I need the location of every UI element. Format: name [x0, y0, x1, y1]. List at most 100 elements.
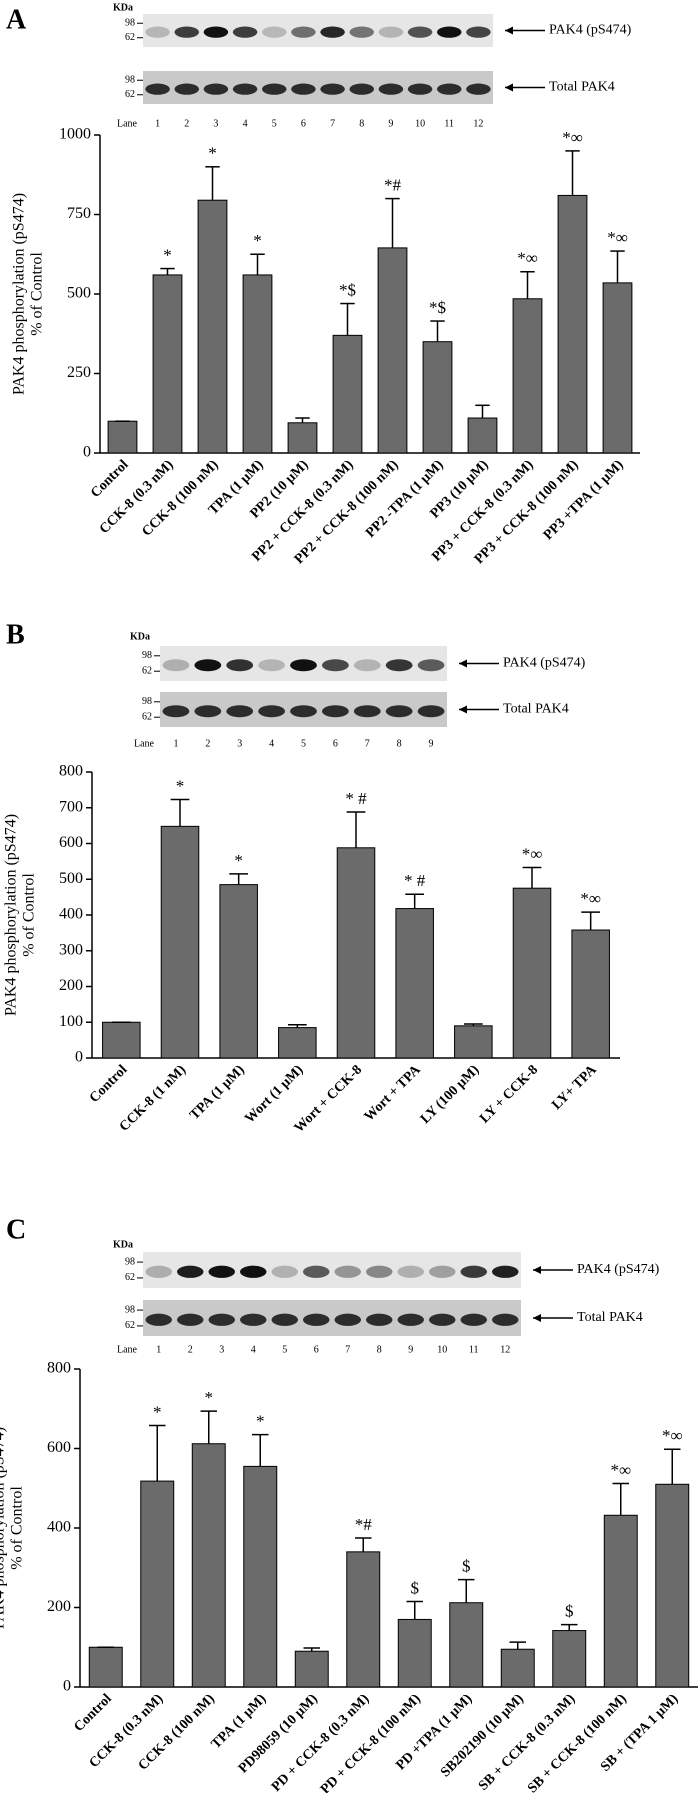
x-tick-label: LY+ TPA	[549, 1062, 600, 1113]
bar	[88, 1646, 123, 1688]
bar	[571, 929, 610, 1059]
arrow-head	[505, 83, 513, 92]
bar	[243, 1465, 278, 1688]
significance: *∞	[607, 228, 628, 247]
blot-band	[321, 659, 349, 672]
bar	[395, 908, 434, 1059]
significance: *∞	[580, 889, 601, 908]
y-tick-label: 200	[47, 1598, 71, 1615]
blot-band	[437, 26, 462, 38]
blot-band	[240, 1313, 267, 1326]
blot-band	[378, 83, 404, 95]
lane-number: 6	[314, 1344, 319, 1355]
x-tick-label: Control	[87, 1062, 131, 1106]
bar	[467, 417, 498, 454]
lane-number: 3	[219, 1344, 224, 1355]
blot-band	[208, 1265, 235, 1278]
y-tick-label: 200	[59, 977, 83, 994]
lane-number: 8	[359, 118, 364, 129]
y-tick-label: 250	[67, 364, 91, 381]
blot-band	[492, 1265, 519, 1278]
lane-number: 12	[473, 118, 483, 129]
blot-band	[437, 83, 462, 95]
blot-band	[145, 1313, 172, 1326]
lane-number: 3	[237, 738, 242, 749]
y-axis-label: PAK4 phosphorylation (pS474)	[0, 1427, 8, 1629]
blot-band	[194, 705, 222, 718]
blot-band	[226, 705, 254, 718]
blot-band	[194, 659, 222, 672]
bar	[152, 274, 183, 454]
bar	[332, 334, 363, 454]
blot-band	[177, 1313, 204, 1326]
x-tick-label: PD + CCK-8 (0.3 nM)	[269, 1691, 373, 1793]
lane-number: 8	[397, 738, 402, 749]
blot-band	[258, 659, 286, 672]
blot-band	[145, 83, 170, 95]
x-tick-label: PP3 +TPA (1 μM)	[541, 457, 627, 543]
bar	[346, 1551, 381, 1688]
blot-band	[240, 1265, 267, 1278]
significance: *	[253, 231, 262, 250]
blot-band	[366, 1313, 393, 1326]
y-tick-label: 800	[59, 763, 83, 780]
blot-band	[203, 26, 229, 38]
y-tick-label: 0	[63, 1678, 71, 1695]
blot-band	[232, 83, 258, 95]
blot-marker: 62	[125, 32, 135, 43]
arrow-head	[533, 1266, 541, 1274]
bar	[602, 282, 633, 454]
blot-band	[174, 26, 199, 38]
blot-band	[321, 705, 349, 718]
lane-number: 10	[437, 1344, 447, 1355]
significance: *#	[384, 176, 402, 195]
blot-band	[290, 659, 317, 672]
significance: *	[163, 245, 172, 264]
bar	[512, 298, 543, 454]
blot-marker: 98	[125, 1304, 135, 1315]
bar	[422, 341, 453, 454]
significance: *	[153, 1402, 162, 1421]
blot-band	[349, 83, 374, 95]
blot-band	[320, 83, 345, 95]
x-tick-label: Wort (1 μM)	[242, 1062, 306, 1126]
lane-number: 7	[330, 118, 335, 129]
significance: $	[462, 1557, 471, 1576]
y-axis-label: PAK4 phosphorylation (pS474)	[11, 193, 28, 395]
y-tick-label: 800	[47, 1360, 71, 1377]
significance: *#	[355, 1515, 373, 1534]
lane-number: 1	[156, 1344, 161, 1355]
blot-label: Total PAK4	[503, 702, 569, 717]
y-axis-label: % of Control	[9, 1486, 26, 1570]
blot-band	[303, 1265, 330, 1278]
arrow-head	[459, 705, 467, 714]
blot-marker: 98	[125, 1256, 135, 1267]
lane-number: 4	[243, 118, 248, 129]
blot-marker: 62	[142, 665, 152, 676]
blot-band	[407, 83, 433, 95]
y-tick-label: 0	[83, 444, 91, 461]
y-tick-label: 750	[67, 205, 91, 222]
significance: *∞	[662, 1426, 683, 1445]
blot-marker: 98	[142, 696, 152, 707]
blot-band	[174, 83, 199, 95]
blot-band	[271, 1313, 298, 1326]
significance: * #	[345, 789, 367, 808]
blot-marker: 62	[125, 1320, 135, 1331]
blot-band	[303, 1313, 330, 1326]
blot-band	[177, 1265, 204, 1278]
bar	[160, 825, 200, 1059]
blot-band	[203, 83, 229, 95]
blot-band	[262, 83, 287, 95]
y-tick-label: 1000	[59, 126, 91, 143]
lane-number: 9	[429, 738, 434, 749]
bar	[454, 1025, 493, 1059]
blot-band	[162, 705, 190, 718]
y-tick-label: 700	[59, 798, 83, 815]
bar	[140, 1480, 175, 1688]
blot-band	[349, 26, 374, 38]
bar	[107, 420, 138, 454]
lane-number: 6	[301, 118, 306, 129]
x-tick-label: LY (100 μM)	[418, 1062, 483, 1127]
x-tick-label: LY + CCK-8	[477, 1062, 541, 1126]
